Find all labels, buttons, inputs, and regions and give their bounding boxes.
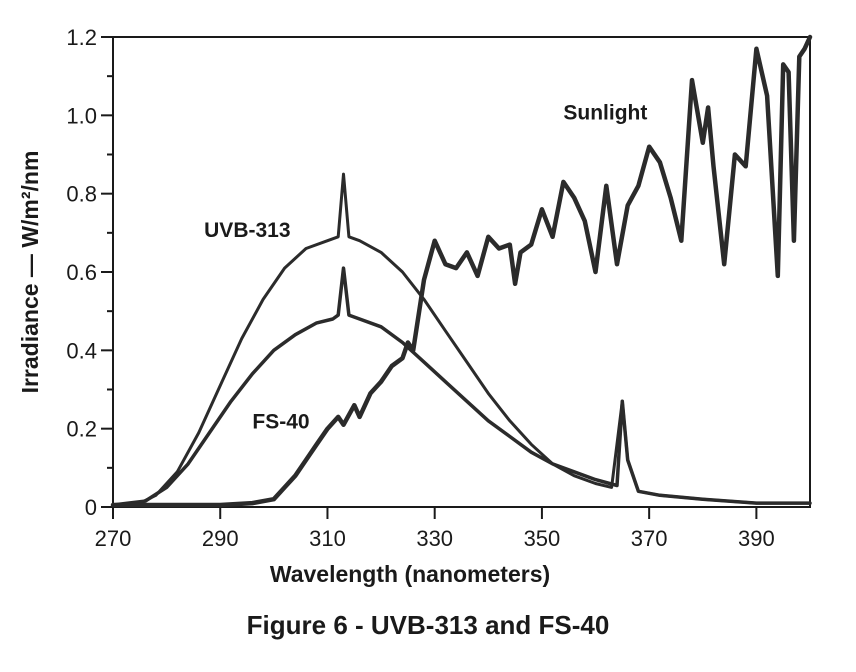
series-lines [110,34,813,508]
plot-frame [112,36,811,508]
x-tick-label: 370 [631,526,668,551]
x-tick-label: 390 [738,526,775,551]
x-axis-title: Wavelength (nanometers) [270,561,550,587]
figure-caption: Figure 6 - UVB-313 and FS-40 [246,610,610,640]
series-fs-40-line [111,266,812,507]
y-axis-title: Irradiance — W/m²/nm [17,151,43,394]
x-axis-ticks: 270 290 310 330 350 370 390 [95,507,775,551]
y-axis-ticks: 0 0.2 0.4 0.6 0.8 1.0 1.2 [66,25,113,520]
y-tick-label: 0.4 [66,338,97,363]
plot-border [112,36,811,508]
x-tick-label: 310 [309,526,346,551]
y-tick-label: 0 [85,495,97,520]
series-label-fs-40: FS-40 [252,411,309,434]
y-tick-label: 0.8 [66,182,97,207]
x-tick-label: 350 [524,526,561,551]
y-tick-label: 0.6 [66,260,97,285]
x-tick-label: 330 [416,526,453,551]
y-tick-label: 1.0 [66,103,97,128]
y-tick-label: 1.2 [66,25,97,50]
x-tick-label: 270 [95,526,132,551]
series-label-sunlight: Sunlight [563,101,647,124]
series-label-uvb-313: UVB-313 [204,219,290,242]
series-sunlight-line [110,34,813,508]
y-tick-label: 0.2 [66,417,97,442]
x-tick-label: 290 [202,526,239,551]
series-labels: UVB-313 FS-40 Sunlight [204,101,647,433]
